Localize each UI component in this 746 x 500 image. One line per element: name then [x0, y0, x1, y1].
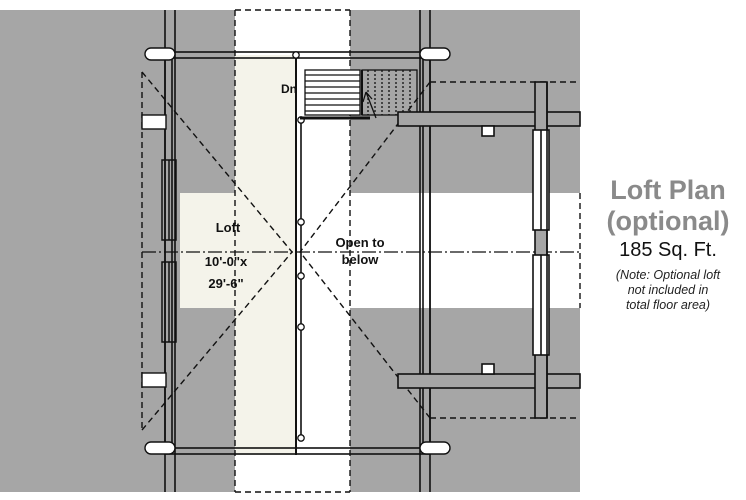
legend-note-line3: total floor area): [625, 298, 711, 312]
legend-note: (Note: Optional loft not included in tot…: [590, 268, 746, 313]
porch-structure: [397, 81, 581, 419]
log-ends: [141, 47, 451, 455]
loft-floor-plan: Loft 10'-0"x 29'-6" Open to below Dn: [0, 9, 581, 493]
loft-floor-area: [235, 55, 295, 455]
stair-arrow-icon: [362, 91, 377, 119]
legend-area: 185 Sq. Ft.: [619, 239, 717, 261]
room-label: Loft: [216, 220, 241, 235]
loft-railing: [292, 51, 305, 455]
dashed-boundaries: [141, 9, 581, 493]
left-windows: [161, 159, 177, 343]
open-label-line2: below: [342, 252, 380, 267]
loft-floor-wing: [180, 193, 235, 308]
legend-title-line1: Loft Plan: [610, 175, 726, 205]
legend-note-line2: not included in: [627, 283, 709, 297]
legend-note-line1: (Note: Optional loft: [615, 268, 721, 282]
room-width: 10'-0"x: [205, 254, 248, 269]
plan-legend: Loft Plan (optional) 185 Sq. Ft. (Note: …: [590, 175, 746, 313]
room-length: 29'-6": [208, 276, 243, 291]
legend-title-line2: (optional): [606, 206, 730, 236]
open-label-line1: Open to: [335, 235, 384, 250]
stairs-down-label: Dn: [281, 82, 297, 96]
stairs: [300, 69, 418, 120]
